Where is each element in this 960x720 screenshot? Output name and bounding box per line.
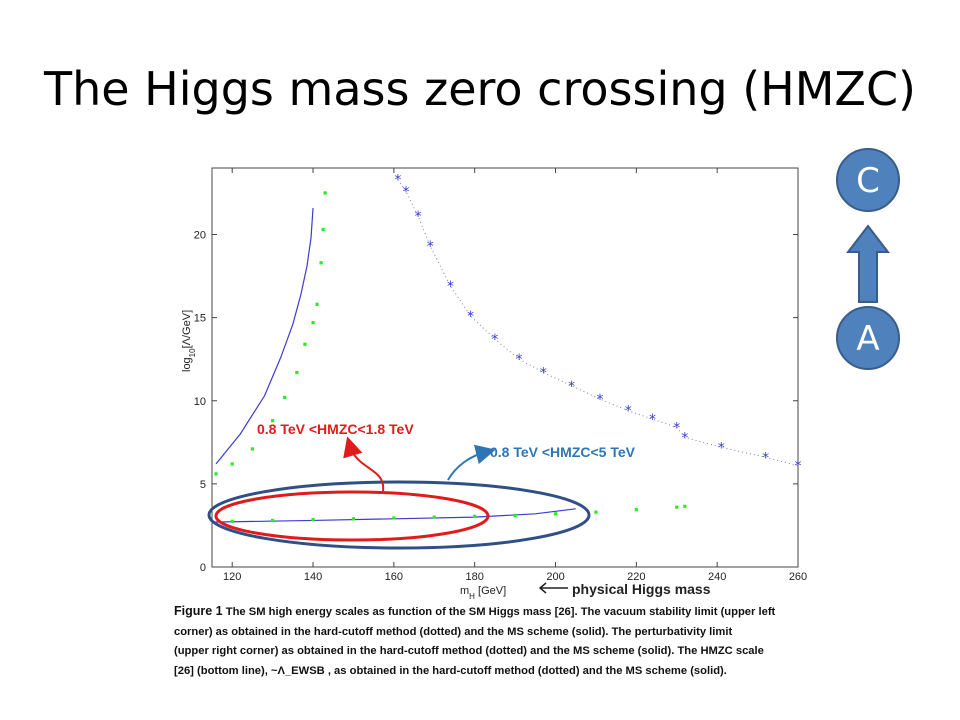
series-point-1 [315,302,319,306]
series-point-1 [319,261,323,265]
series-point-4 [432,515,436,519]
x-tick-label: 120 [223,571,241,583]
series-point-4 [675,505,679,509]
caption-line-4: [26] (bottom line), ~Λ_EWSB , as obtaine… [174,664,727,677]
series-star-point-2: * [718,440,725,456]
series-point-4 [392,516,396,520]
series-point-4 [311,518,315,522]
series-star-point-2: * [415,209,422,225]
x-tick-label: 140 [304,571,322,583]
hmzc-ellipse-blue [207,480,591,550]
series-point-1 [295,370,299,375]
y-tick-label: 15 [194,313,206,325]
series-line-3 [211,508,576,523]
series-star-point-2: * [762,450,769,466]
series-point-4 [230,519,234,523]
series-point-1 [250,447,255,451]
plot-frame [211,167,799,568]
series-point-1 [321,227,325,232]
series-star-point-2: * [427,239,434,255]
caption-line-2: corner) as obtained in the hard-cutoff m… [174,625,733,638]
slide-title: The Higgs mass zero crossing (HMZC) [43,62,917,116]
red-callout-arrow [343,436,385,492]
series-star-point-2: * [394,173,401,189]
red-annotation-label: 0.8 TeV <HMZC<1.8 TeV [257,421,414,437]
series-star-point-2: * [540,365,547,381]
x-tick-label: 260 [789,571,807,583]
physical-mass-label: physical Higgs mass [572,581,711,597]
series-star-point-2: * [516,352,523,368]
y-tick-label: 0 [200,562,206,574]
series-point-1 [303,342,307,346]
series-point-4 [594,510,598,514]
y-tick-label: 10 [194,396,206,408]
series-point-4 [513,513,517,518]
series-point-1 [323,191,327,195]
up-arrow-icon [846,224,890,303]
figure-caption: Figure 1 The SM high energy scales as fu… [174,602,814,681]
series-star-point-2: * [568,379,575,395]
y-tick-label: 20 [194,230,206,242]
series-star-point-2: * [491,332,498,348]
series-star-point-2: * [625,404,632,420]
x-tick-label: 220 [627,571,645,583]
series-star-point-2: * [681,430,688,446]
series-point-1 [214,472,218,476]
series-point-4 [683,504,687,508]
series-point-1 [230,462,234,466]
series-star-point-2: * [402,184,409,200]
series-point-4 [634,508,638,512]
physical-mass-arrow [538,582,568,594]
series-line-0 [215,207,314,465]
x-axis-label: mH [GeV] [460,585,506,601]
series-dotted-line-2 [397,179,799,467]
caption-line-1: The SM high energy scales as function of… [225,606,776,618]
series-star-point-2: * [673,420,680,436]
x-tick-label: 160 [385,571,403,583]
x-tick-label: 180 [466,571,484,583]
x-tick-label: 240 [708,571,726,583]
y-tick-label: 5 [200,479,206,491]
x-tick-label: 200 [546,571,564,583]
hmzc-ellipse-red [214,490,490,542]
series-point-1 [311,321,315,325]
series-point-4 [473,514,477,518]
flow-node-a: A [836,306,900,370]
series-star-point-2: * [649,412,656,428]
blue-callout-arrow [447,444,496,481]
series-star-point-2: * [795,459,802,475]
series-star-point-2: * [447,279,454,295]
series-point-4 [351,517,356,521]
series-point-4 [271,518,275,523]
flow-node-c: C [836,148,900,212]
caption-line-3: (upper right corner) as obtained in the … [174,645,764,657]
series-star-point-2: * [596,392,603,408]
blue-annotation-label: 0.8 TeV <HMZC<5 TeV [490,444,636,460]
series-point-1 [271,419,275,423]
series-point-4 [553,512,558,516]
caption-figure-label: Figure 1 [174,604,223,618]
series-star-point-2: * [467,309,474,325]
series-point-1 [283,395,287,400]
